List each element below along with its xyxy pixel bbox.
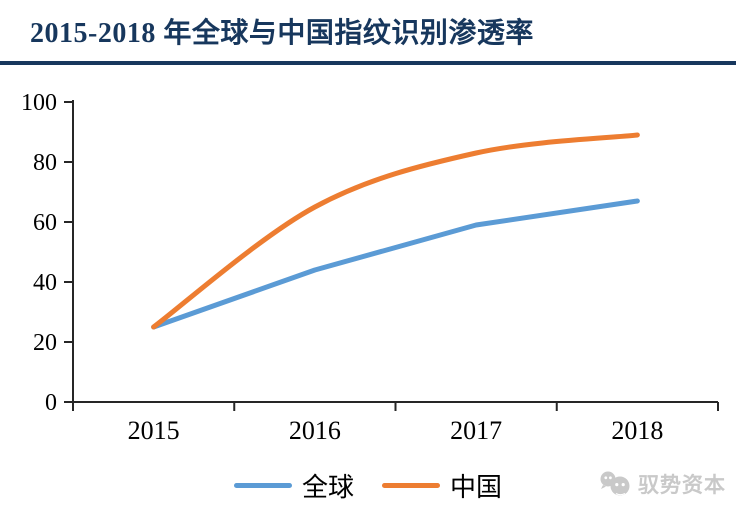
x-tick-label: 2017	[450, 416, 502, 445]
watermark-text: 驭势资本	[638, 473, 726, 497]
legend-label: 中国	[450, 472, 503, 502]
page-title: 2015-2018 年全球与中国指纹识别渗透率	[30, 18, 534, 49]
series-line-全球	[151, 198, 640, 330]
watermark: 驭势资本	[597, 466, 726, 502]
legend-swatch	[233, 482, 292, 488]
legend-item: 中国	[382, 467, 502, 504]
x-tick-label: 2018	[611, 416, 663, 445]
legend-label: 全球	[301, 472, 354, 502]
y-tick-label: 40	[33, 270, 57, 296]
chart-legend: 全球 中国	[0, 464, 736, 506]
x-tick-label: 2016	[289, 416, 341, 445]
title-divider	[0, 61, 736, 65]
chat-bubbles-logo-icon	[600, 471, 630, 496]
legend-swatch	[382, 482, 440, 488]
y-tick-label: 100	[21, 90, 57, 116]
y-tick-label: 60	[33, 210, 57, 236]
series-line-中国	[151, 132, 640, 330]
x-tick-label: 2015	[128, 416, 180, 445]
line-chart: 0 20 40 60 80 100 2015 2016 2017 2018	[21, 90, 719, 445]
y-tick-label: 80	[33, 150, 57, 176]
legend-item: 全球	[233, 467, 354, 504]
y-tick-label: 0	[45, 390, 57, 416]
y-tick-label: 20	[33, 330, 57, 356]
